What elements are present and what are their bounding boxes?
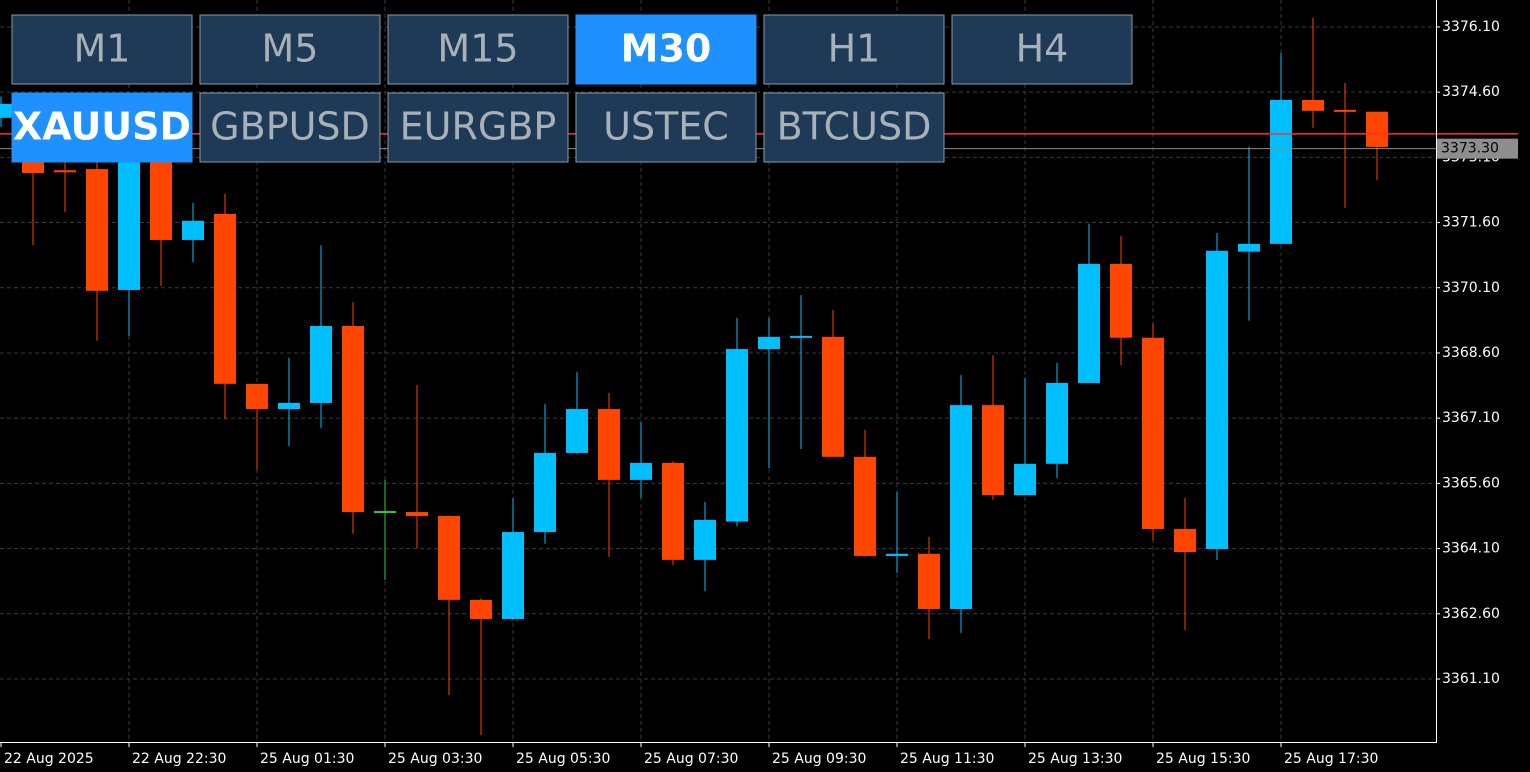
candle-body bbox=[1206, 250, 1228, 550]
y-tick-label: 3374.60 bbox=[1442, 84, 1500, 100]
candle-body bbox=[438, 515, 460, 600]
candle-body bbox=[886, 553, 908, 556]
x-tick-label: 25 Aug 17:30 bbox=[1284, 751, 1378, 767]
candle-body bbox=[790, 335, 812, 338]
candle-body bbox=[150, 153, 172, 240]
button-label[interactable]: USTEC bbox=[603, 105, 729, 149]
button[interactable] bbox=[763, 14, 945, 85]
x-tick-label: 25 Aug 09:30 bbox=[772, 751, 866, 767]
y-tick-label: 3367.10 bbox=[1442, 410, 1500, 426]
candle-body bbox=[182, 220, 204, 240]
candle-body bbox=[502, 532, 524, 619]
button-label[interactable]: H1 bbox=[828, 27, 881, 71]
x-tick-label: 22 Aug 2025 bbox=[4, 751, 94, 767]
x-tick-label: 25 Aug 11:30 bbox=[900, 751, 994, 767]
candle-body bbox=[1238, 243, 1260, 252]
y-tick-label: 3361.10 bbox=[1442, 671, 1500, 687]
candle-body bbox=[982, 405, 1004, 496]
button[interactable] bbox=[387, 14, 569, 85]
bid-price-box bbox=[1437, 138, 1518, 159]
y-tick-label: 3362.60 bbox=[1442, 606, 1500, 622]
y-tick-label: 3364.10 bbox=[1442, 541, 1500, 557]
button-label[interactable]: M1 bbox=[74, 27, 131, 71]
button-label[interactable]: H4 bbox=[1016, 27, 1069, 71]
candle-body bbox=[854, 456, 876, 556]
candle-body bbox=[1366, 111, 1388, 147]
candle-body bbox=[822, 336, 844, 457]
candle-body bbox=[950, 405, 972, 609]
candle-body bbox=[86, 169, 108, 291]
candle-body bbox=[310, 326, 332, 403]
x-tick-label: 25 Aug 07:30 bbox=[644, 751, 738, 767]
candle-body bbox=[1142, 337, 1164, 530]
candle-body bbox=[1174, 529, 1196, 553]
candle-body bbox=[1110, 263, 1132, 338]
candle-body bbox=[374, 511, 396, 514]
button[interactable] bbox=[387, 92, 569, 163]
candle-body bbox=[534, 452, 556, 533]
bid-price-label: 3373.30 bbox=[1441, 141, 1499, 157]
button[interactable] bbox=[11, 14, 193, 85]
candle-body bbox=[1302, 99, 1324, 111]
x-tick-label: 25 Aug 15:30 bbox=[1156, 751, 1250, 767]
candle-body bbox=[1334, 109, 1356, 112]
button[interactable] bbox=[763, 92, 945, 163]
candle-body bbox=[246, 383, 268, 410]
button-label[interactable]: BTCUSD bbox=[777, 105, 932, 149]
y-tick-label: 3376.10 bbox=[1442, 19, 1500, 35]
candle-body bbox=[342, 326, 364, 513]
candle-body bbox=[470, 599, 492, 619]
x-tick-label: 25 Aug 13:30 bbox=[1028, 751, 1122, 767]
candle-body bbox=[406, 512, 428, 516]
x-tick-label: 25 Aug 05:30 bbox=[516, 751, 610, 767]
x-tick-label: 25 Aug 01:30 bbox=[260, 751, 354, 767]
button-label[interactable]: XAUUSD bbox=[13, 105, 191, 149]
button[interactable] bbox=[575, 14, 757, 85]
y-tick-label: 3370.10 bbox=[1442, 280, 1500, 296]
candle-body bbox=[662, 462, 684, 560]
candle-body bbox=[54, 170, 76, 173]
button-label[interactable]: GBPUSD bbox=[210, 105, 370, 149]
y-tick-label: 3365.60 bbox=[1442, 475, 1500, 491]
candle-body bbox=[214, 213, 236, 384]
button[interactable] bbox=[11, 92, 193, 163]
button-label[interactable]: M15 bbox=[437, 27, 518, 71]
button-label[interactable]: M30 bbox=[621, 27, 712, 71]
y-tick-label: 3371.60 bbox=[1442, 215, 1500, 231]
candle-body bbox=[726, 349, 748, 522]
toolbar: M1 M5 M15 M30 H1 H4 XAUUSD GBPUSD EURGBP USTEC BTC… bbox=[11, 14, 1133, 163]
button[interactable] bbox=[951, 14, 1133, 85]
candle-body bbox=[1014, 463, 1036, 496]
candle-body bbox=[694, 519, 716, 560]
button-label[interactable]: EURGBP bbox=[400, 105, 557, 149]
y-tick-label: 3368.60 bbox=[1442, 345, 1500, 361]
candle-body bbox=[0, 103, 12, 118]
button[interactable] bbox=[199, 14, 381, 85]
button[interactable] bbox=[199, 92, 381, 163]
candle-body bbox=[1046, 382, 1068, 464]
candle-body bbox=[278, 402, 300, 410]
candle-body bbox=[1270, 99, 1292, 244]
candle-body bbox=[566, 409, 588, 453]
candle-body bbox=[630, 462, 652, 480]
button-label[interactable]: M5 bbox=[262, 27, 319, 71]
candle-body bbox=[1078, 263, 1100, 383]
x-tick-label: 22 Aug 22:30 bbox=[132, 751, 226, 767]
candle-body bbox=[598, 409, 620, 480]
x-tick-label: 25 Aug 03:30 bbox=[388, 751, 482, 767]
button[interactable] bbox=[575, 92, 757, 163]
axes: 3361.10 3362.60 3364.10 3365.60 3367.10 3368.… bbox=[0, 19, 1518, 767]
candle-body bbox=[918, 553, 940, 609]
candle-body bbox=[118, 149, 140, 290]
candle-body bbox=[758, 336, 780, 350]
